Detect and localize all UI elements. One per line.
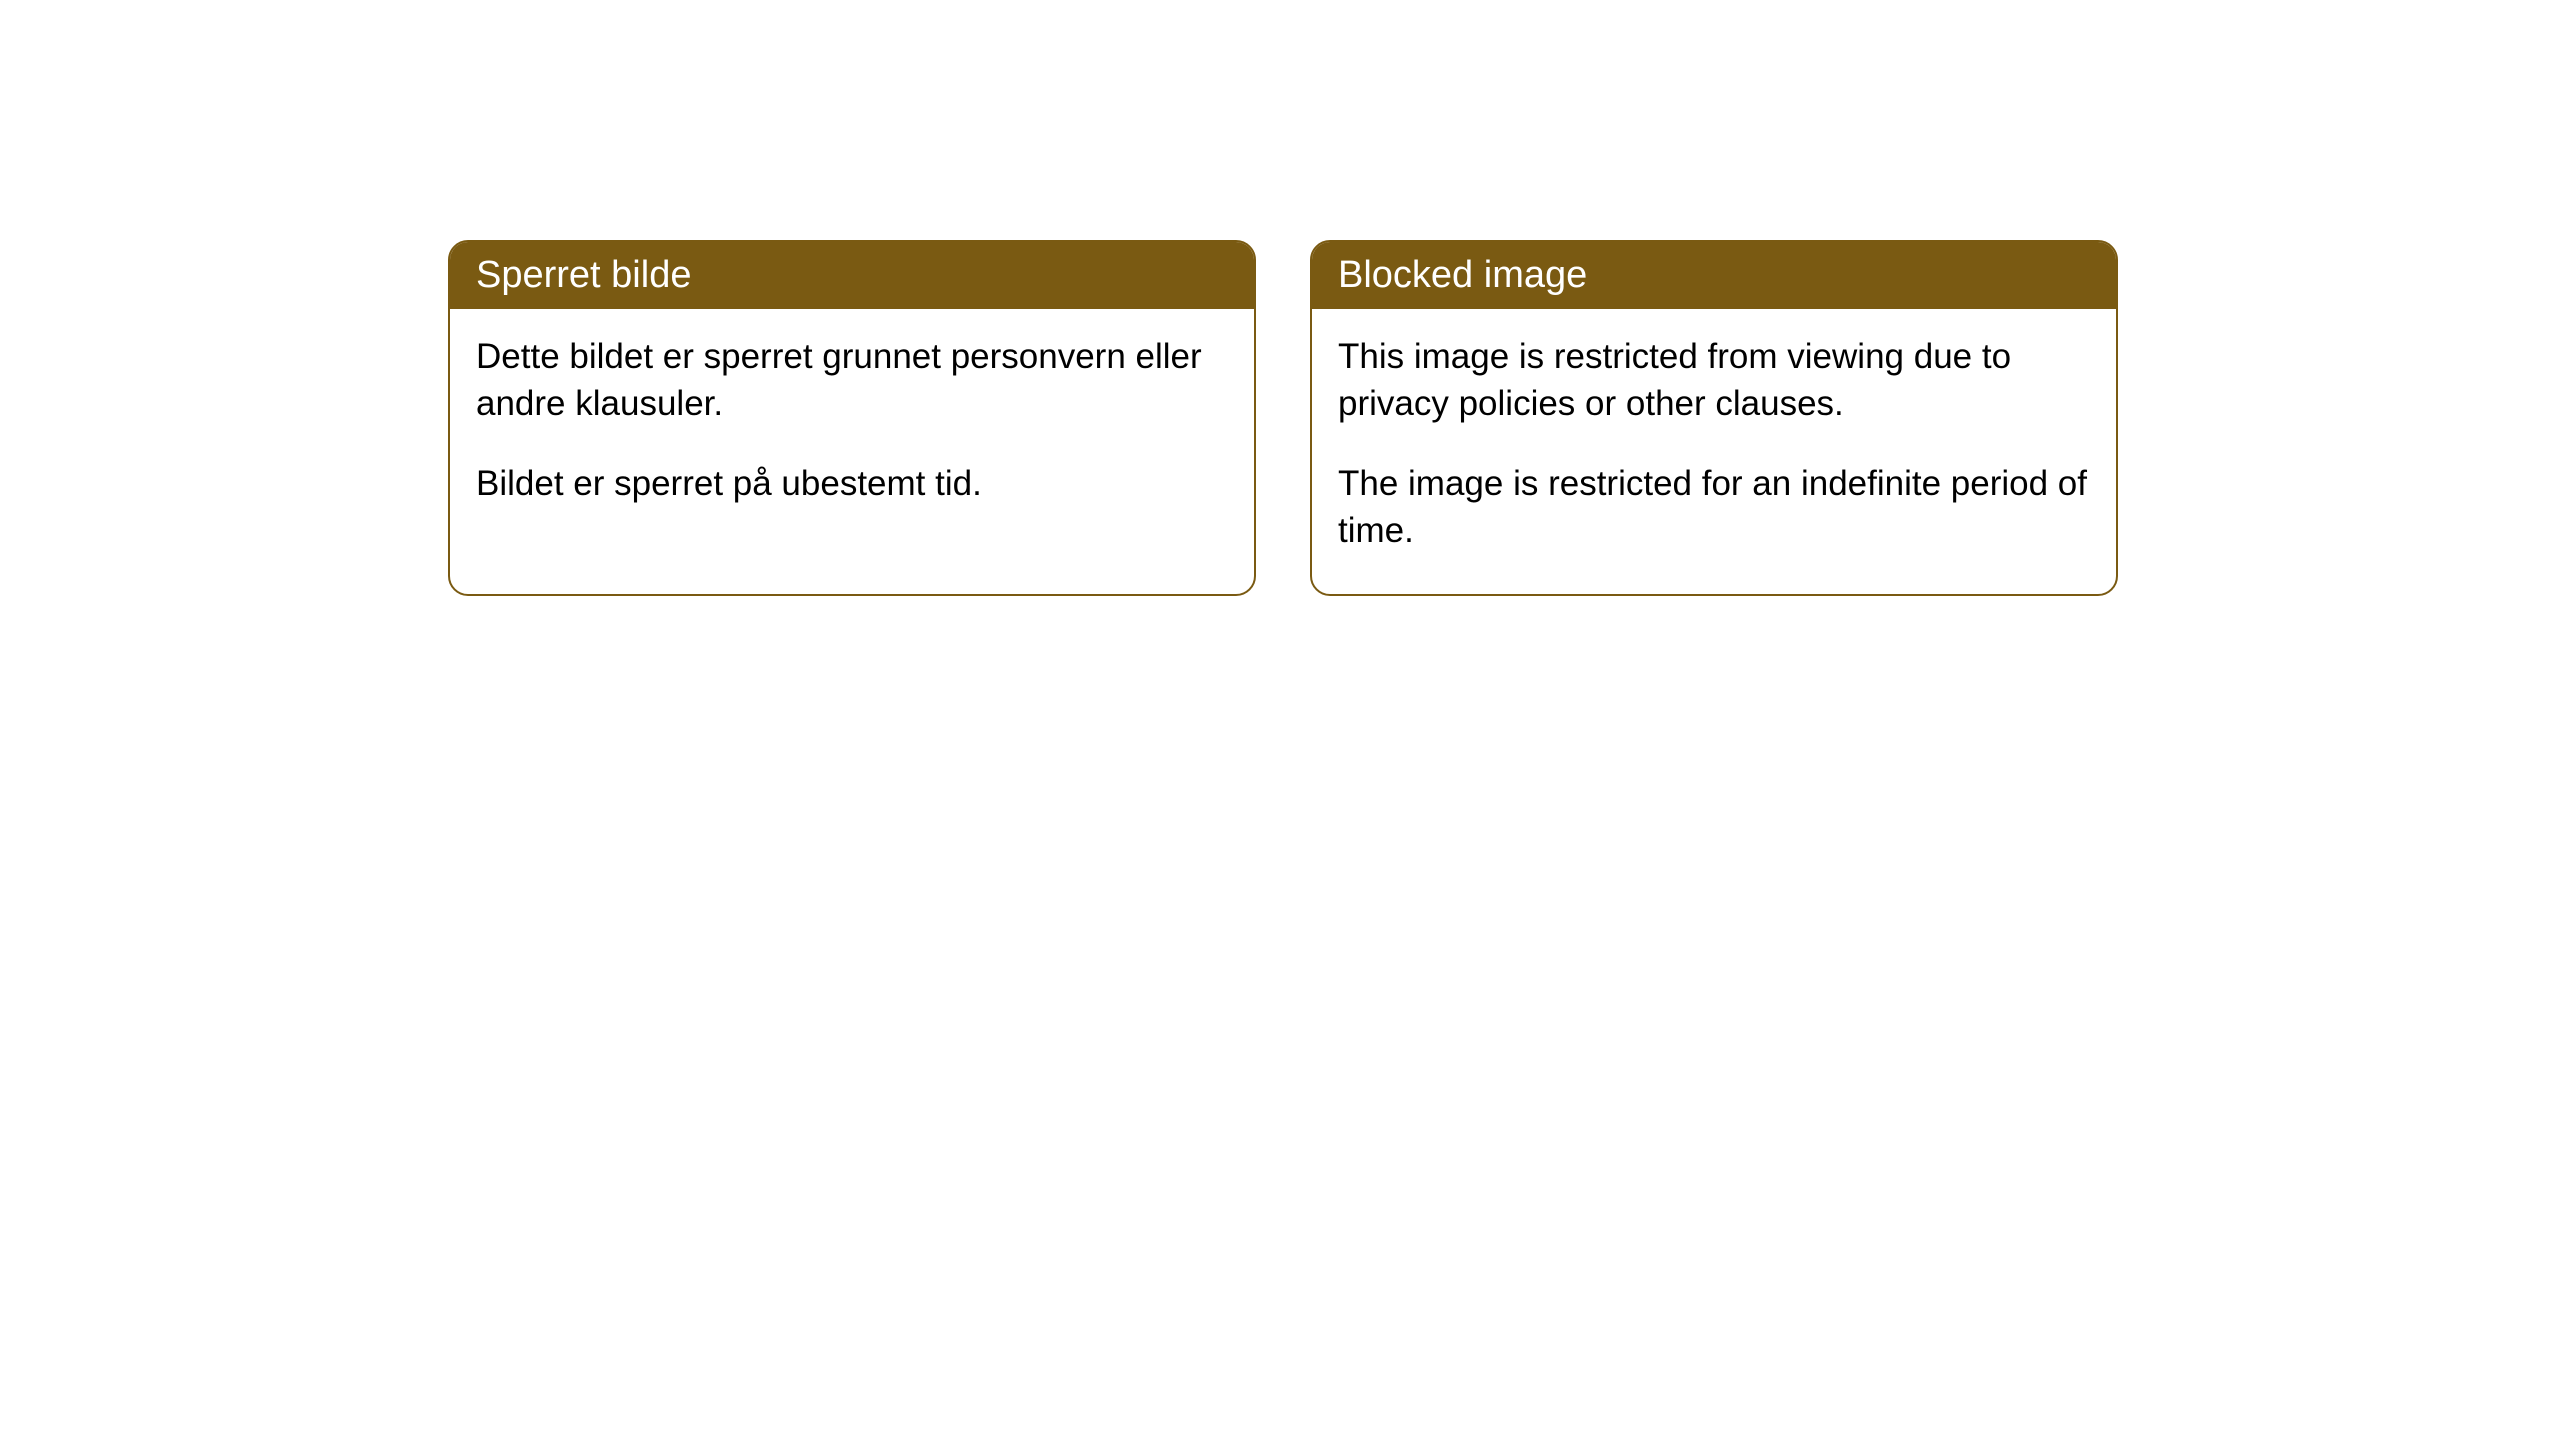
card-paragraph: Dette bildet er sperret grunnet personve…: [476, 333, 1228, 428]
card-header-norwegian: Sperret bilde: [450, 242, 1254, 309]
blocked-image-card-english: Blocked image This image is restricted f…: [1310, 240, 2118, 596]
blocked-image-card-norwegian: Sperret bilde Dette bildet er sperret gr…: [448, 240, 1256, 596]
card-header-english: Blocked image: [1312, 242, 2116, 309]
card-body-english: This image is restricted from viewing du…: [1312, 309, 2116, 594]
card-paragraph: The image is restricted for an indefinit…: [1338, 460, 2090, 555]
card-paragraph: This image is restricted from viewing du…: [1338, 333, 2090, 428]
card-body-norwegian: Dette bildet er sperret grunnet personve…: [450, 309, 1254, 547]
notice-container: Sperret bilde Dette bildet er sperret gr…: [448, 240, 2118, 596]
card-paragraph: Bildet er sperret på ubestemt tid.: [476, 460, 1228, 507]
